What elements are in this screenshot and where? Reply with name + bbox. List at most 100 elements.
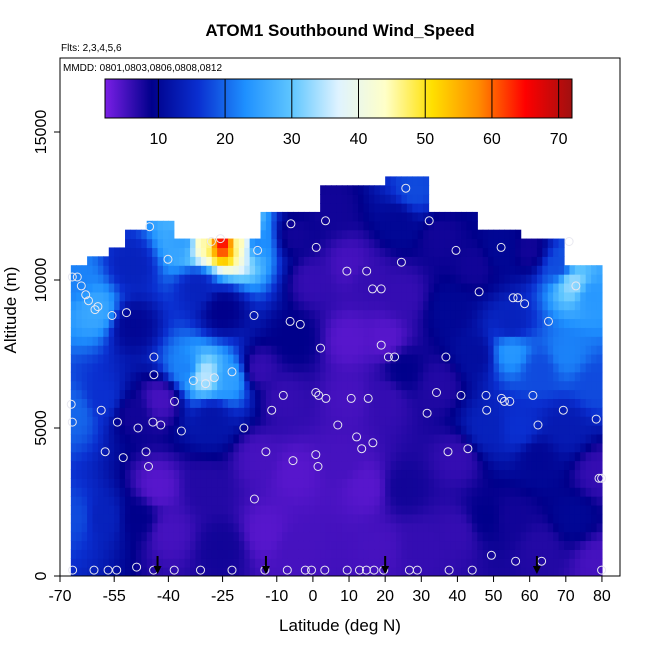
sample-point <box>342 266 352 276</box>
sample-point <box>482 405 492 415</box>
sample-point <box>249 311 259 320</box>
y-axis-label: Altitude (m) <box>1 267 20 354</box>
sample-point <box>300 565 310 575</box>
colorbar-tick-label: 40 <box>350 131 368 148</box>
sample-point <box>499 396 509 406</box>
sample-point <box>285 316 295 326</box>
sample-point <box>463 444 473 454</box>
x-tick-label: 70 <box>557 588 575 605</box>
sample-point <box>333 420 343 430</box>
sample-point <box>564 237 574 246</box>
sample-point <box>288 456 298 466</box>
sample-point <box>84 296 93 306</box>
colorbar-tick-label: 30 <box>283 131 301 148</box>
sample-point <box>321 393 331 403</box>
sample-point <box>496 242 506 252</box>
sample-point <box>432 388 441 397</box>
sample-point <box>67 417 77 427</box>
sample-point <box>361 565 371 575</box>
sample-point <box>597 565 607 575</box>
sample-point <box>443 447 453 457</box>
x-tick-label: -40 <box>157 588 180 605</box>
sample-point <box>145 222 155 232</box>
sample-point <box>118 453 128 463</box>
chart-title: ATOM1 Southbound Wind_Speed <box>205 21 474 40</box>
y-axis: 0 5000 10000 15000 <box>33 110 60 580</box>
sample-point <box>67 272 77 282</box>
x-tick-label: 60 <box>521 588 539 605</box>
sample-point <box>96 405 106 415</box>
x-axis-label: Latitude (deg N) <box>279 616 401 635</box>
sample-point <box>112 565 122 575</box>
sample-point <box>342 565 352 575</box>
sample-point <box>352 432 362 442</box>
sample-point <box>311 450 321 460</box>
plot-frame <box>59 57 621 577</box>
sample-point <box>206 237 216 246</box>
sample-point <box>368 284 377 294</box>
sample-point <box>227 565 237 575</box>
sample-point <box>404 565 414 575</box>
sample-point <box>474 287 484 297</box>
sample-point <box>544 316 553 326</box>
sample-point <box>390 352 400 362</box>
sample-point <box>311 388 321 397</box>
sample-point <box>68 565 78 575</box>
sample-point <box>103 565 113 575</box>
x-axis: -70 -55 -40 -25 -10 0 10 20 30 40 50 60 70 80 <box>48 576 611 605</box>
sample-point <box>107 311 117 320</box>
sample-point <box>357 444 367 454</box>
sample-point <box>112 417 122 427</box>
sample-point <box>481 390 491 400</box>
colorbar-tick-label: 20 <box>216 131 234 148</box>
sample-point <box>227 367 237 377</box>
sounding-arrow <box>153 556 162 574</box>
sample-point <box>422 408 432 418</box>
y-tick-label: 15000 <box>33 110 50 155</box>
sample-point <box>72 272 82 282</box>
y-tick-label: 0 <box>33 571 50 580</box>
sample-point <box>497 393 506 403</box>
sample-point <box>444 565 454 575</box>
sample-point <box>239 423 249 433</box>
sample-point <box>133 423 143 433</box>
sample-point <box>156 420 166 430</box>
sample-point <box>100 447 110 457</box>
x-tick-label: 30 <box>412 588 430 605</box>
x-tick-label: -25 <box>211 588 234 605</box>
sample-point <box>188 376 198 386</box>
sample-point <box>396 257 406 267</box>
dates-label: MMDD: 0801,0803,0806,0808,0812 <box>63 63 222 74</box>
sample-point <box>513 293 523 303</box>
y-tick-label: 10000 <box>33 258 50 303</box>
sample-point <box>424 216 434 226</box>
sample-point <box>467 565 477 575</box>
sample-point <box>170 396 179 406</box>
x-tick-label: 40 <box>449 588 467 605</box>
y-tick-label: 5000 <box>33 410 50 446</box>
x-tick-label: -70 <box>48 588 71 605</box>
sample-point <box>591 414 601 424</box>
x-tick-label: -55 <box>103 588 126 605</box>
sounding-arrow <box>381 556 390 574</box>
sounding-arrow <box>532 556 541 574</box>
sample-point <box>122 308 131 318</box>
sample-point <box>93 302 103 312</box>
sample-point <box>90 305 100 315</box>
sample-point <box>486 550 496 560</box>
sample-point <box>376 340 386 350</box>
sample-point <box>571 281 581 291</box>
sample-point <box>320 565 330 575</box>
sample-point <box>141 447 151 457</box>
sample-point <box>508 293 518 303</box>
sample-point <box>346 393 356 403</box>
sample-point <box>401 183 411 193</box>
x-tick-label: 50 <box>485 588 503 605</box>
sample-point <box>89 565 99 575</box>
colorbar-tick-label: 70 <box>550 131 568 148</box>
sample-point <box>286 219 296 229</box>
sample-point <box>176 426 186 436</box>
sample-point <box>81 290 91 300</box>
x-tick-label: 10 <box>340 588 358 605</box>
sample-point <box>363 393 373 403</box>
